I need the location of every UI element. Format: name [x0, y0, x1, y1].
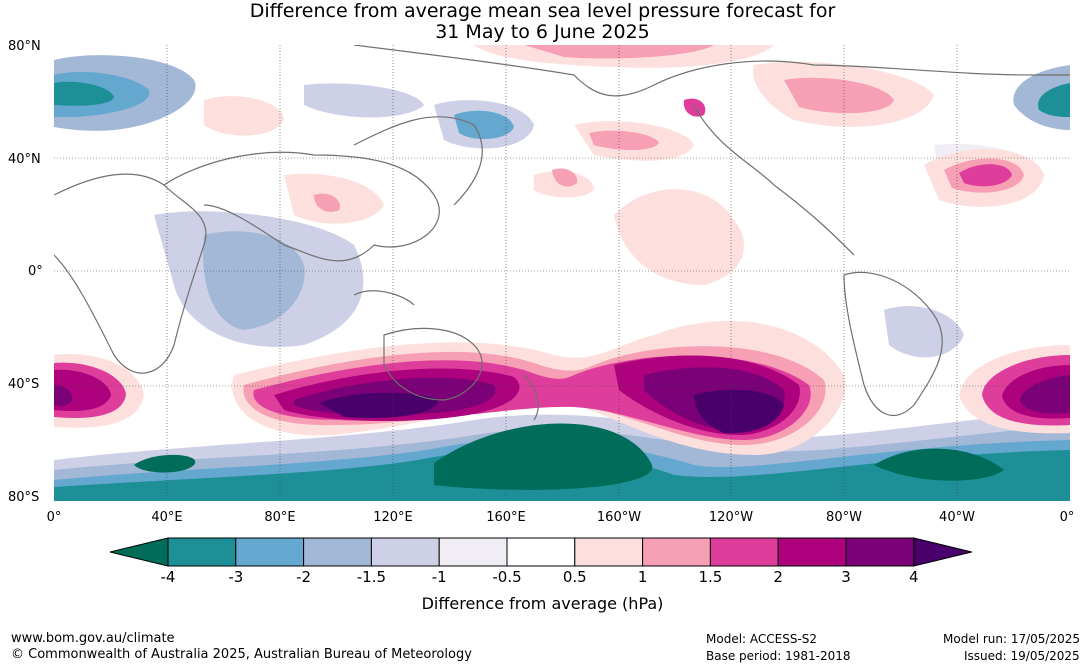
- colorbar-swatch: [167, 537, 237, 567]
- colorbar-swatch: [370, 537, 440, 567]
- lon-label-80w: 80°W: [826, 510, 862, 525]
- footer-copyright: © Commonwealth of Australia 2025, Austra…: [11, 647, 472, 662]
- colorbar-tick-label: 3: [841, 568, 851, 586]
- lon-label-80e: 80°E: [264, 510, 296, 525]
- colorbar-swatch: [438, 537, 508, 567]
- map-title-line1: Difference from average mean sea level p…: [249, 0, 836, 22]
- footer-issued: Issued: 19/05/2025: [964, 649, 1080, 663]
- colorbar-tick-label: 1.5: [698, 568, 723, 586]
- colorbar-label: Difference from average (hPa): [421, 594, 664, 613]
- lat-label-equator: 0°: [28, 264, 43, 279]
- lon-label-120e: 120°E: [373, 510, 413, 525]
- lon-label-120w: 120°W: [708, 510, 754, 525]
- lon-label-0-end: 0°: [1059, 510, 1075, 525]
- graticule: [54, 45, 1070, 501]
- lon-label-160w: 160°W: [596, 510, 642, 525]
- colorbar-tick-label: -3: [228, 568, 244, 586]
- colorbar-swatch: [235, 537, 305, 567]
- colorbar-tick-label: 0.5: [562, 568, 587, 586]
- footer-model-run: Model run: 17/05/2025: [943, 632, 1081, 646]
- colorbar-tick-label: -1.5: [356, 568, 387, 586]
- northern-positive-regions: [204, 45, 1044, 285]
- map-title-line2: 31 May to 6 June 2025: [435, 21, 650, 43]
- colorbar-swatch: [506, 537, 576, 567]
- lat-label-80s: 80°S: [8, 490, 40, 505]
- lon-label-40w: 40°W: [939, 510, 975, 525]
- lon-label-40e: 40°E: [151, 510, 183, 525]
- lat-label-40n: 40°N: [8, 152, 41, 167]
- lat-label-80n: 80°N: [8, 39, 41, 54]
- colorbar-swatch: [777, 537, 847, 567]
- southern-positive-belt: [54, 320, 1070, 455]
- colorbar-swatch: [574, 537, 644, 567]
- lon-label-0: 0°: [46, 510, 62, 525]
- colorbar: [109, 537, 972, 567]
- pressure-anomaly-map: [54, 45, 1070, 501]
- southern-negative-band: [54, 410, 1070, 501]
- colorbar-swatch: [642, 537, 711, 567]
- coastlines: [54, 45, 1070, 421]
- colorbar-arrow-high: [913, 537, 972, 567]
- colorbar-tick-label: 1: [637, 568, 648, 586]
- footer-model: Model: ACCESS-S2: [706, 632, 818, 646]
- colorbar-swatch: [303, 537, 372, 567]
- colorbar-tick-label: 2: [773, 568, 783, 586]
- colorbar-tick-label: 4: [909, 568, 919, 586]
- colorbar-tick-label: -2: [296, 568, 312, 586]
- colorbar-tick-label: -1: [431, 568, 447, 586]
- colorbar-swatch: [845, 537, 915, 567]
- colorbar-tick-label: -4: [160, 568, 176, 586]
- footer-base-period: Base period: 1981-2018: [706, 649, 851, 663]
- footer-url[interactable]: www.bom.gov.au/climate: [11, 631, 175, 646]
- lat-label-40s: 40°S: [8, 377, 40, 392]
- colorbar-tick-label: -0.5: [492, 568, 522, 586]
- colorbar-swatch: [709, 537, 779, 567]
- lon-label-160e: 160°E: [486, 510, 526, 525]
- northern-negative-regions: [54, 55, 1070, 358]
- colorbar-arrow-low: [109, 537, 169, 567]
